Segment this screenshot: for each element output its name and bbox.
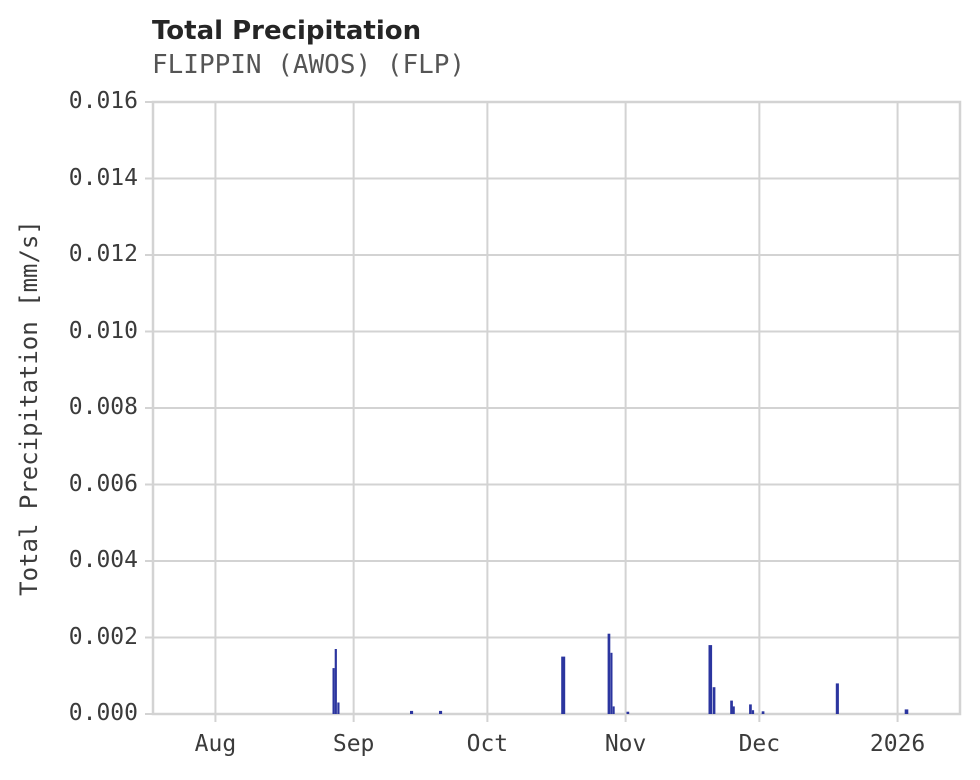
precip-bar bbox=[730, 700, 733, 714]
y-tick-label: 0.012 bbox=[68, 240, 138, 267]
precip-bar bbox=[332, 668, 335, 714]
y-tick-label: 0.006 bbox=[68, 470, 138, 497]
precip-bar bbox=[712, 687, 716, 714]
x-tick-label: 2026 bbox=[869, 731, 926, 757]
x-tick-label: Aug bbox=[194, 731, 237, 757]
y-tick-label: 0.010 bbox=[68, 317, 138, 344]
plot-frame bbox=[151, 100, 962, 716]
precip-bar bbox=[410, 710, 414, 714]
y-tick-label: 0.008 bbox=[68, 393, 138, 420]
precip-bar bbox=[561, 656, 566, 714]
y-tick-label: 0.016 bbox=[68, 87, 138, 114]
x-tick-label: Nov bbox=[604, 731, 647, 757]
precip-bar bbox=[751, 710, 755, 714]
precip-bar bbox=[749, 704, 752, 714]
y-tick-label: 0.004 bbox=[68, 546, 138, 573]
x-tick-label: Oct bbox=[466, 731, 509, 757]
precip-bar bbox=[334, 649, 337, 714]
precip-bar bbox=[835, 683, 839, 714]
y-tick-label: 0.000 bbox=[68, 699, 138, 726]
chart-subtitle: FLIPPIN (AWOS) (FLP) bbox=[152, 50, 466, 80]
y-tick-label: 0.002 bbox=[68, 623, 138, 650]
chart-title: Total Precipitation bbox=[152, 16, 422, 46]
x-tick-label: Dec bbox=[738, 731, 781, 757]
precip-bar bbox=[732, 706, 735, 714]
precip-bar bbox=[612, 706, 615, 714]
y-tick-label: 0.014 bbox=[68, 164, 138, 191]
precip-bar bbox=[610, 652, 613, 714]
precip-bar bbox=[439, 710, 443, 714]
x-tick-label: Sep bbox=[332, 731, 375, 757]
precip-bar bbox=[626, 711, 630, 714]
precip-bar bbox=[607, 633, 611, 714]
precip-bar bbox=[337, 702, 340, 714]
precip-bar bbox=[761, 711, 765, 714]
precip-bar bbox=[904, 709, 909, 714]
precip-bar bbox=[708, 645, 713, 714]
